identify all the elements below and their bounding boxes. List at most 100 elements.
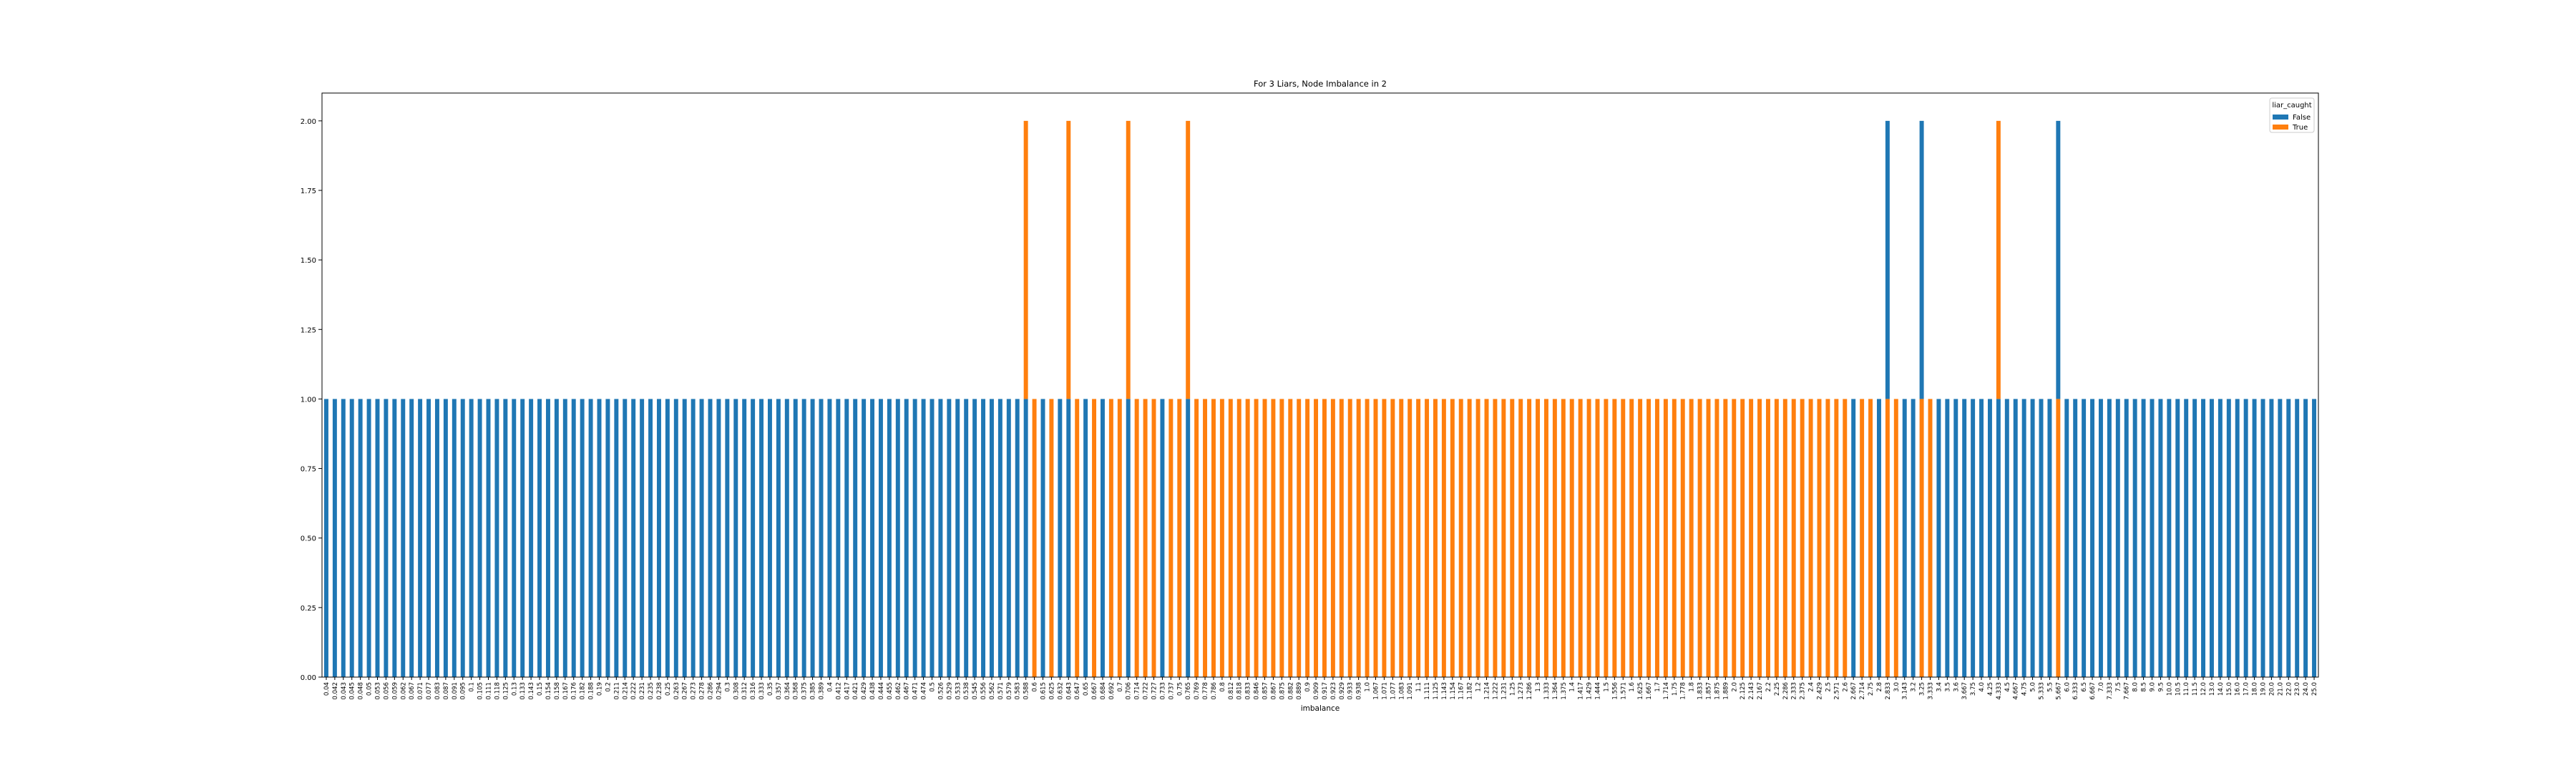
- x-tick-label: 0.786: [1211, 682, 1218, 700]
- x-tick-label: 7.667: [2124, 682, 2131, 700]
- bar-false: [2252, 399, 2257, 677]
- x-tick-label: 0.294: [716, 682, 723, 700]
- bar-false: [1876, 399, 1881, 677]
- bar-true: [1194, 399, 1199, 677]
- x-tick-label: 0.231: [639, 682, 646, 700]
- bar-true: [1075, 399, 1080, 677]
- x-tick-label: 1.182: [1467, 682, 1474, 700]
- bar-false: [708, 399, 713, 677]
- x-tick-label: 0.1: [469, 682, 476, 692]
- x-tick-label: 2.286: [1782, 682, 1790, 700]
- x-tick-label: 4.0: [1979, 682, 1986, 692]
- x-tick-label: 25.0: [2311, 682, 2318, 696]
- bar-false: [512, 399, 517, 677]
- x-tick-label: 0.111: [486, 682, 493, 700]
- bar-false: [682, 399, 687, 677]
- x-tick-label: 0.417: [844, 682, 851, 700]
- bar-true: [1774, 399, 1779, 677]
- x-tick-label: 0.533: [955, 682, 962, 700]
- x-tick-label: 7.333: [2107, 682, 2114, 700]
- bar-false: [819, 399, 824, 677]
- bar-false: [2073, 399, 2078, 677]
- x-tick-label: 3.143: [1902, 682, 1909, 700]
- x-tick-label: 12.0: [2200, 682, 2207, 696]
- bar-true: [1791, 399, 1796, 677]
- x-tick-label: 0.562: [989, 682, 996, 700]
- bar-false: [2175, 399, 2180, 677]
- x-tick-label: 0.091: [452, 682, 459, 700]
- bar-true: [1254, 399, 1259, 677]
- x-tick-label: 3.0: [1893, 682, 1901, 692]
- x-tick-label: 10.5: [2175, 682, 2182, 696]
- x-tick-label: 4.5: [2004, 682, 2011, 692]
- x-tick-label: 1.444: [1595, 682, 1602, 700]
- x-tick-label: 0.286: [708, 682, 715, 700]
- y-tick-label: 0.00: [301, 674, 316, 682]
- x-tick-label: 0.333: [758, 682, 766, 700]
- x-tick-label: 1.3: [1535, 682, 1542, 692]
- x-tick-label: 0.857: [1262, 682, 1269, 700]
- x-tick-label: 2.571: [1833, 682, 1840, 700]
- bar-false: [341, 399, 346, 677]
- bar-false: [2218, 399, 2223, 677]
- bar-false: [1100, 399, 1105, 677]
- bar-false: [2021, 399, 2026, 677]
- x-tick-label: 0.467: [904, 682, 911, 700]
- x-tick-label: 1.364: [1552, 682, 1559, 700]
- x-tick-label: 0.444: [878, 682, 885, 700]
- bar-true: [1586, 399, 1591, 677]
- bar-false: [673, 399, 678, 677]
- x-tick-label: 0.615: [1040, 682, 1048, 700]
- bar-true: [1450, 399, 1455, 677]
- x-tick-label: 1.091: [1407, 682, 1414, 700]
- bar-true: [1646, 399, 1652, 677]
- x-tick-label: 23.0: [2294, 682, 2301, 696]
- x-tick-label: 0.087: [443, 682, 450, 700]
- bar-false: [426, 399, 431, 677]
- bar-false: [767, 399, 772, 677]
- y-tick-label: 0.50: [301, 535, 316, 543]
- bar-false: [2184, 399, 2189, 677]
- x-tick-label: 0.211: [613, 682, 620, 700]
- bar-false: [776, 399, 781, 677]
- bar-true: [1604, 399, 1609, 677]
- x-tick-label: 0.13: [511, 682, 518, 696]
- x-tick-label: 1.667: [1646, 682, 1653, 700]
- bar-false: [2150, 399, 2155, 677]
- bar-false: [2303, 399, 2308, 677]
- x-tick-label: 0.474: [921, 682, 928, 700]
- bar-true: [1510, 399, 1515, 677]
- bar-false: [1015, 399, 1020, 677]
- x-tick-label: 1.4: [1569, 682, 1576, 692]
- bar-false: [836, 399, 841, 677]
- bar-false: [614, 399, 619, 677]
- bar-true: [1536, 399, 1541, 677]
- x-tick-label: 0.6: [1032, 682, 1039, 692]
- x-tick-label: 0.357: [776, 682, 783, 700]
- x-tick-label: 0.933: [1347, 682, 1355, 700]
- bar-false: [759, 399, 764, 677]
- x-tick-label: 0.222: [630, 682, 638, 700]
- bar-false: [443, 399, 448, 677]
- x-tick-label: 9.0: [2150, 682, 2157, 692]
- x-tick-label: 1.1: [1415, 682, 1423, 692]
- bar-false: [656, 399, 661, 677]
- bar-true: [1373, 399, 1378, 677]
- bar-false: [2209, 399, 2214, 677]
- bar-false: [2167, 399, 2172, 677]
- x-tick-label: 2.6: [1842, 682, 1849, 692]
- bar-true: [1714, 399, 1719, 677]
- x-tick-label: 0.05: [366, 682, 374, 696]
- bar-true: [1612, 399, 1617, 677]
- bar-true: [1467, 399, 1472, 677]
- bar-false: [878, 399, 883, 677]
- bar-false: [2004, 399, 2009, 677]
- x-tick-label: 3.2: [1911, 682, 1918, 692]
- x-tick-label: 4.333: [1996, 682, 2003, 700]
- x-tick-label: 1.833: [1697, 682, 1704, 700]
- bar-true: [1211, 399, 1216, 677]
- x-tick-label: 0.158: [554, 682, 561, 700]
- y-tick-label: 0.25: [301, 605, 316, 613]
- bar-false: [2090, 399, 2095, 677]
- x-tick-label: 0.727: [1151, 682, 1158, 700]
